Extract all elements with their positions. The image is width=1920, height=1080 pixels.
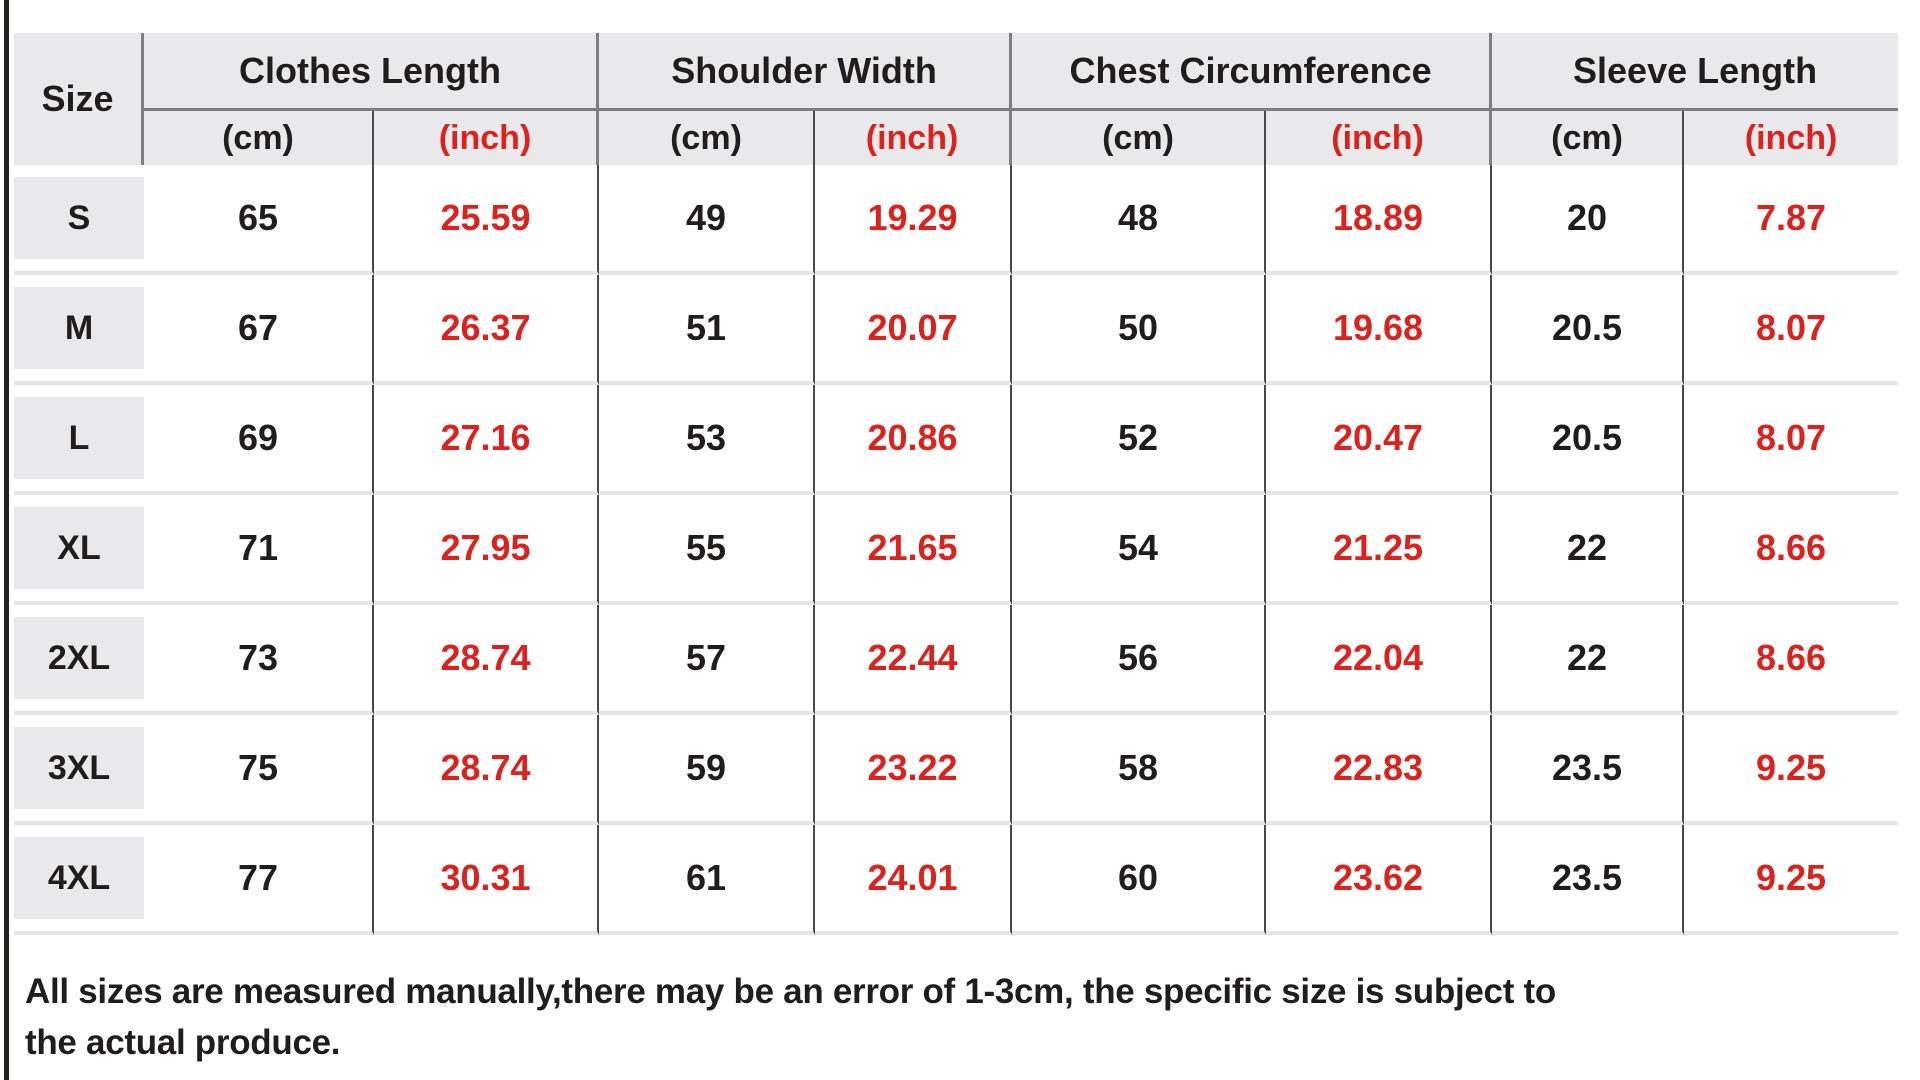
unit-header-cm: (cm) — [599, 111, 816, 165]
unit-header-cm: (cm) — [144, 111, 374, 165]
value-cell-cm: 20.5 — [1492, 275, 1685, 385]
value-cell-cm: 73 — [144, 605, 374, 715]
value-cell-cm: 54 — [1012, 495, 1267, 605]
value-cell-inch: 9.25 — [1684, 715, 1899, 825]
unit-header-inch: (inch) — [1684, 111, 1899, 165]
value-cell-cm: 52 — [1012, 385, 1267, 495]
value-cell-inch: 24.01 — [815, 825, 1013, 935]
value-cell-cm: 23.5 — [1492, 825, 1685, 935]
table-row: XL 71 27.95 55 21.65 54 21.25 22 8.66 — [14, 495, 1899, 605]
value-cell-cm: 20 — [1492, 165, 1685, 275]
size-label: M — [14, 287, 144, 369]
table-header: Size Clothes Length Shoulder Width Chest… — [14, 33, 1899, 165]
disclaimer-line-2: the actual produce. — [25, 1023, 341, 1063]
value-cell-cm: 71 — [144, 495, 374, 605]
value-cell-inch: 21.25 — [1266, 495, 1493, 605]
value-cell-inch: 8.66 — [1684, 495, 1899, 605]
value-cell-inch: 19.29 — [815, 165, 1013, 275]
size-cell: L — [14, 385, 144, 495]
value-cell-cm: 23.5 — [1492, 715, 1685, 825]
table-row: 2XL 73 28.74 57 22.44 56 22.04 22 8.66 — [14, 605, 1899, 715]
group-header-clothes-length: Clothes Length — [144, 33, 600, 111]
value-cell-cm: 22 — [1492, 605, 1685, 715]
size-cell: 3XL — [14, 715, 144, 825]
table-body: S 65 25.59 49 19.29 48 18.89 20 7.87 M 67 26.37 51 20… — [14, 165, 1899, 935]
value-cell-inch: 21.65 — [815, 495, 1013, 605]
value-cell-cm: 65 — [144, 165, 374, 275]
group-header-shoulder-width: Shoulder Width — [599, 33, 1013, 111]
size-label: 4XL — [14, 837, 144, 919]
group-header-sleeve-length: Sleeve Length — [1492, 33, 1899, 111]
value-cell-inch: 25.59 — [374, 165, 600, 275]
value-cell-inch: 23.62 — [1266, 825, 1493, 935]
value-cell-cm: 55 — [599, 495, 816, 605]
value-cell-cm: 77 — [144, 825, 374, 935]
value-cell-inch: 30.31 — [374, 825, 600, 935]
value-cell-inch: 22.44 — [815, 605, 1013, 715]
value-cell-cm: 48 — [1012, 165, 1267, 275]
value-cell-inch: 22.04 — [1266, 605, 1493, 715]
value-cell-cm: 69 — [144, 385, 374, 495]
unit-header-inch: (inch) — [815, 111, 1013, 165]
table-row: 3XL 75 28.74 59 23.22 58 22.83 23.5 9.25 — [14, 715, 1899, 825]
size-label: 2XL — [14, 617, 144, 699]
value-cell-cm: 22 — [1492, 495, 1685, 605]
size-cell: M — [14, 275, 144, 385]
size-cell: 2XL — [14, 605, 144, 715]
measurement-disclaimer: All sizes are measured manually,there ma… — [25, 966, 1556, 1068]
table-row: M 67 26.37 51 20.07 50 19.68 20.5 8.07 — [14, 275, 1899, 385]
group-header-chest-circumference: Chest Circumference — [1012, 33, 1493, 111]
value-cell-cm: 56 — [1012, 605, 1267, 715]
value-cell-cm: 75 — [144, 715, 374, 825]
value-cell-inch: 22.83 — [1266, 715, 1493, 825]
table-row: S 65 25.59 49 19.29 48 18.89 20 7.87 — [14, 165, 1899, 275]
value-cell-cm: 58 — [1012, 715, 1267, 825]
header-group-row: Size Clothes Length Shoulder Width Chest… — [14, 33, 1899, 165]
size-label: XL — [14, 507, 144, 589]
unit-header-inch: (inch) — [1266, 111, 1493, 165]
value-cell-cm: 67 — [144, 275, 374, 385]
value-cell-inch: 28.74 — [374, 605, 600, 715]
value-cell-inch: 19.68 — [1266, 275, 1493, 385]
size-chart-table: Size Clothes Length Shoulder Width Chest… — [14, 33, 1899, 935]
size-label: L — [14, 397, 144, 479]
size-label: S — [14, 177, 144, 259]
size-label: 3XL — [14, 727, 144, 809]
value-cell-inch: 18.89 — [1266, 165, 1493, 275]
table-row: L 69 27.16 53 20.86 52 20.47 20.5 8.07 — [14, 385, 1899, 495]
value-cell-inch: 8.07 — [1684, 275, 1899, 385]
value-cell-cm: 59 — [599, 715, 816, 825]
value-cell-cm: 57 — [599, 605, 816, 715]
value-cell-inch: 20.86 — [815, 385, 1013, 495]
value-cell-cm: 51 — [599, 275, 816, 385]
disclaimer-line-1: All sizes are measured manually,there ma… — [25, 972, 1556, 1011]
value-cell-inch: 23.22 — [815, 715, 1013, 825]
size-cell: 4XL — [14, 825, 144, 935]
value-cell-cm: 61 — [599, 825, 816, 935]
page-left-edge-border — [4, 0, 9, 1080]
value-cell-cm: 53 — [599, 385, 816, 495]
value-cell-cm: 20.5 — [1492, 385, 1685, 495]
size-column-header: Size — [14, 33, 144, 165]
header-unit-row: (cm) (inch) (cm) (inch) (cm) (inch) (cm)… — [14, 111, 1899, 165]
value-cell-inch: 8.66 — [1684, 605, 1899, 715]
unit-header-cm: (cm) — [1012, 111, 1267, 165]
value-cell-inch: 27.95 — [374, 495, 600, 605]
unit-header-inch: (inch) — [374, 111, 600, 165]
value-cell-inch: 7.87 — [1684, 165, 1899, 275]
value-cell-inch: 9.25 — [1684, 825, 1899, 935]
size-cell: XL — [14, 495, 144, 605]
size-cell: S — [14, 165, 144, 275]
value-cell-inch: 8.07 — [1684, 385, 1899, 495]
value-cell-cm: 50 — [1012, 275, 1267, 385]
value-cell-inch: 26.37 — [374, 275, 600, 385]
table-row: 4XL 77 30.31 61 24.01 60 23.62 23.5 9.25 — [14, 825, 1899, 935]
value-cell-cm: 49 — [599, 165, 816, 275]
value-cell-inch: 28.74 — [374, 715, 600, 825]
value-cell-inch: 20.07 — [815, 275, 1013, 385]
value-cell-cm: 60 — [1012, 825, 1267, 935]
unit-header-cm: (cm) — [1492, 111, 1685, 165]
value-cell-inch: 27.16 — [374, 385, 600, 495]
value-cell-inch: 20.47 — [1266, 385, 1493, 495]
